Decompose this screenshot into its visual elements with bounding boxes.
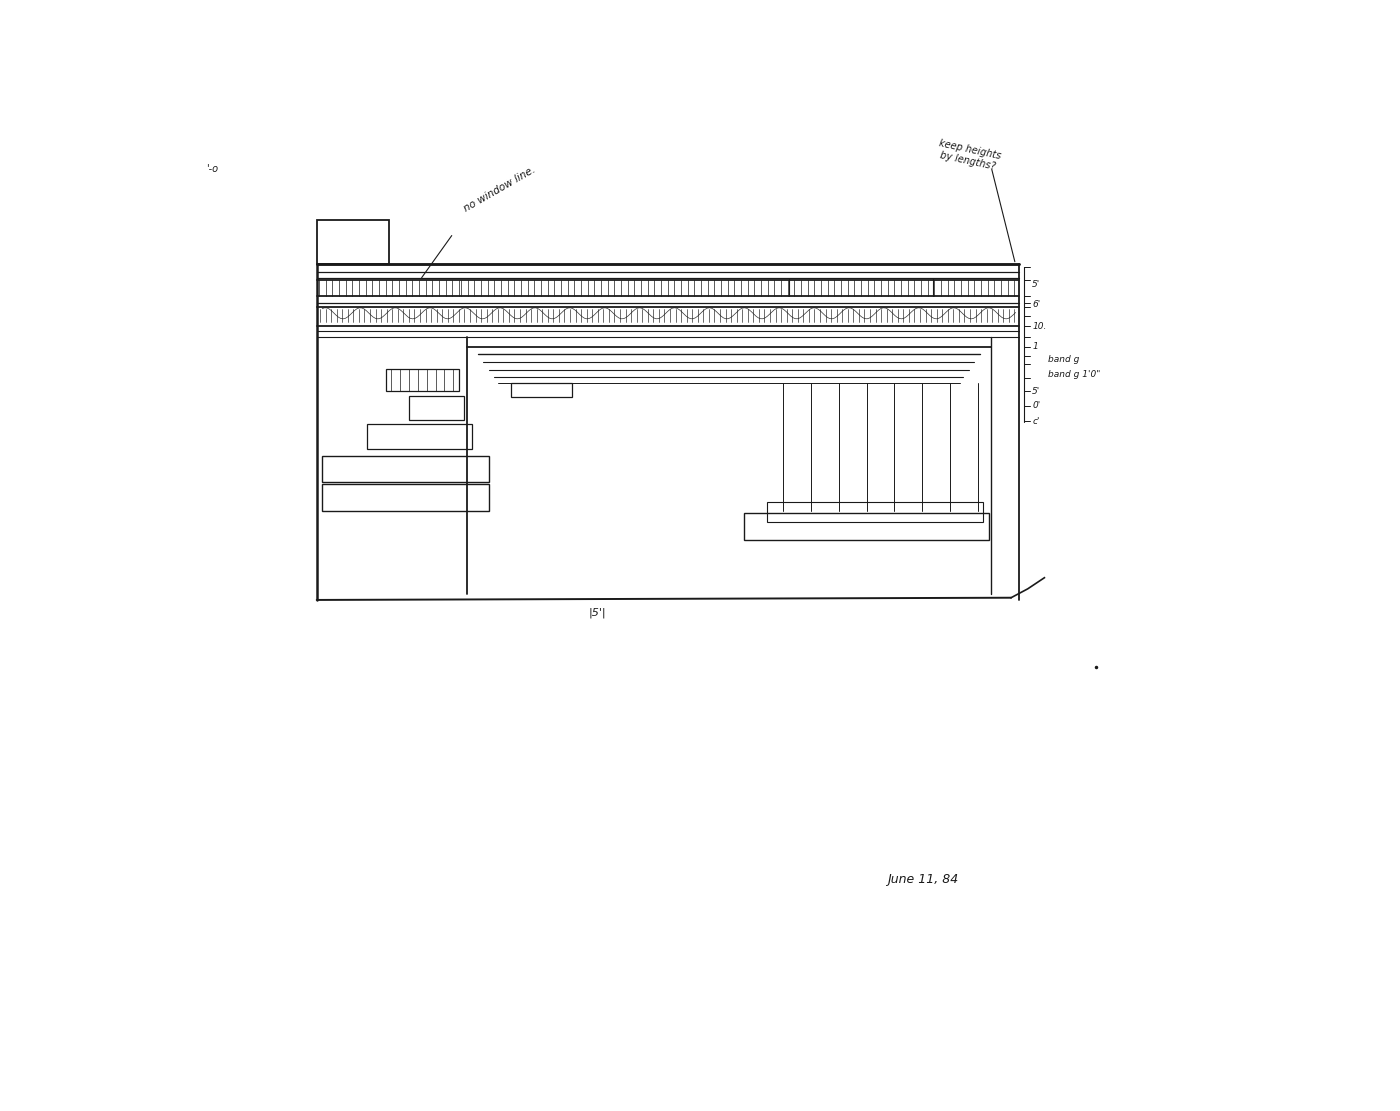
Text: keep heights
by lengths?: keep heights by lengths? <box>935 139 1002 172</box>
Bar <box>511 383 573 397</box>
Bar <box>745 513 988 540</box>
Text: no window line.: no window line. <box>462 164 538 213</box>
Bar <box>409 396 465 420</box>
Text: June 11, 84: June 11, 84 <box>886 873 958 887</box>
Bar <box>385 369 459 391</box>
Text: 1: 1 <box>1032 342 1037 351</box>
Bar <box>316 220 389 264</box>
Text: c': c' <box>1032 417 1040 426</box>
Text: 5': 5' <box>1032 280 1040 289</box>
Bar <box>322 484 489 511</box>
Text: |5'|: |5'| <box>589 608 606 618</box>
Text: band g: band g <box>1047 356 1079 364</box>
Text: 0': 0' <box>1032 401 1040 410</box>
Bar <box>367 424 472 449</box>
Text: 6': 6' <box>1032 300 1040 309</box>
Text: 10.: 10. <box>1032 322 1047 331</box>
Text: 5': 5' <box>1032 387 1040 396</box>
Bar <box>767 502 983 522</box>
Text: '-o: '-o <box>206 164 218 174</box>
Text: band g 1'0": band g 1'0" <box>1047 370 1100 379</box>
Bar <box>322 456 489 482</box>
